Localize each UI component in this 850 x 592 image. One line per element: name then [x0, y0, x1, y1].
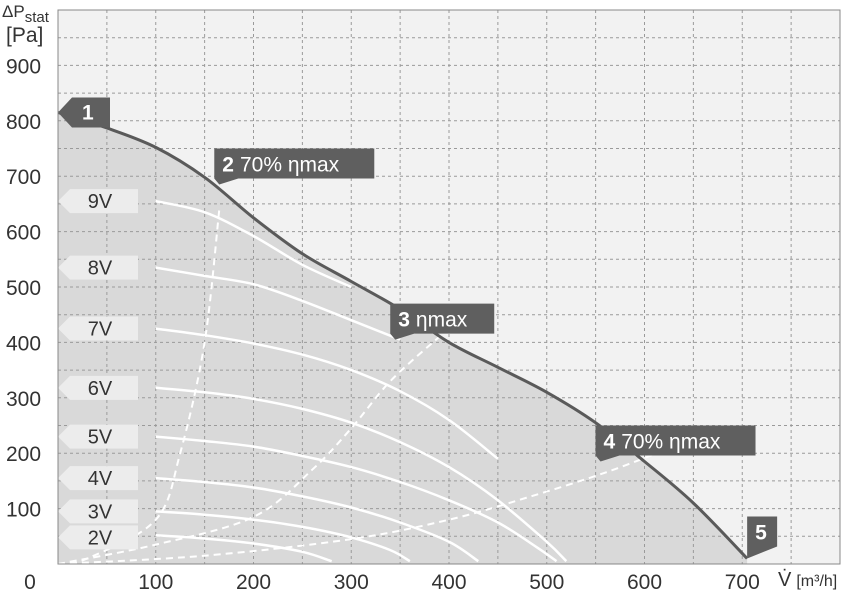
x-tick-label: 200 — [236, 571, 271, 592]
y-tick-label: 900 — [6, 55, 41, 78]
voltage-tag-label: 6V — [88, 378, 113, 400]
efficiency-line-3 — [57, 449, 665, 565]
y-tick-label: 100 — [6, 499, 41, 522]
y-tick-label: 800 — [6, 111, 41, 134]
x-axis-unit: [m³/h] — [796, 573, 837, 590]
y-tick-label: 600 — [6, 222, 41, 245]
voltage-tag-shape — [58, 466, 138, 491]
operating-point-flag — [747, 516, 778, 559]
x-tick-label: 700 — [725, 571, 760, 592]
voltage-tag-label: 5V — [88, 427, 113, 449]
operating-point-description: 70% ηmax — [621, 431, 721, 454]
voltage-tag-shape — [58, 499, 138, 524]
operating-point-3: 3 ηmax — [390, 303, 495, 340]
x-axis-symbol: V̇ — [778, 569, 792, 591]
voltage-tag-label: 8V — [88, 258, 113, 280]
voltage-tag-shape — [58, 189, 138, 214]
voltage-tag-3v: 3V — [58, 499, 138, 524]
voltage-tag-2v: 2V — [58, 525, 138, 550]
voltage-tag-shape — [58, 375, 138, 400]
voltage-tag-9v: 9V — [58, 189, 138, 214]
plot-frame — [57, 9, 841, 565]
y-axis-unit: [Pa] — [6, 24, 43, 47]
operating-point-label: 5 — [755, 521, 767, 544]
operating-point-number: 3 — [398, 309, 410, 332]
operating-point-1: 1 — [58, 97, 110, 128]
efficiency-lines — [57, 209, 665, 565]
voltage-curve-4v — [155, 476, 480, 563]
operating-point-label: 2 70% ηmax — [222, 154, 339, 177]
x-tick-label: 600 — [627, 571, 662, 592]
operating-point-2: 2 70% ηmax — [214, 148, 375, 185]
voltage-tag-shape — [58, 424, 138, 449]
x-tick-labels: 100 200 300 400 500 600 700 — [138, 571, 760, 592]
y-axis-title: ΔPstat — [2, 2, 50, 26]
operating-point-number: 4 — [604, 431, 616, 454]
operating-point-flag — [390, 303, 495, 340]
operating-point-5: 5 — [747, 516, 778, 559]
operating-point-label: 3 ηmax — [398, 309, 468, 332]
voltage-tag-shape — [58, 316, 138, 341]
operating-point-description: 70% ηmax — [240, 154, 340, 177]
operating-point-flag — [214, 148, 375, 185]
x-tick-label: 300 — [334, 571, 369, 592]
voltage-tag-shape — [58, 255, 138, 280]
voltage-curve-8v — [155, 266, 401, 341]
operating-region — [58, 112, 748, 564]
voltage-tag-8v: 8V — [58, 255, 138, 280]
voltage-tags: 9V 8V 7V 6V 5V 4V 3V 2V — [58, 189, 138, 550]
voltage-tag-5v: 5V — [58, 424, 138, 449]
voltage-tag-7v: 7V — [58, 316, 138, 341]
x-tick-label: 400 — [431, 571, 466, 592]
x-tick-label: 500 — [529, 571, 564, 592]
voltage-tag-label: 4V — [88, 468, 113, 490]
voltage-tag-6v: 6V — [58, 375, 138, 400]
grid — [58, 10, 840, 564]
efficiency-line-2 — [57, 336, 440, 565]
y-axis-subscript: stat — [25, 9, 50, 26]
operating-point-flag — [58, 97, 110, 128]
operating-point-4: 4 70% ηmax — [595, 425, 756, 462]
origin-label: 0 — [24, 571, 36, 592]
voltage-tag-label: 3V — [88, 501, 113, 523]
voltage-curve-7v — [155, 327, 499, 460]
x-tick-label: 100 — [138, 571, 173, 592]
voltage-tag-label: 9V — [88, 191, 113, 213]
voltage-tag-shape — [58, 525, 138, 550]
y-tick-label: 200 — [6, 443, 41, 466]
y-tick-label: 400 — [6, 332, 41, 355]
voltage-tag-label: 2V — [88, 527, 113, 549]
operating-point-label: 4 70% ηmax — [604, 431, 721, 454]
voltage-curve-9v — [155, 199, 352, 289]
operating-point-flag — [595, 425, 756, 462]
voltage-curves — [155, 199, 568, 563]
y-axis-symbol: ΔP — [2, 2, 25, 21]
voltage-tag-4v: 4V — [58, 466, 138, 491]
voltage-curve-3v — [155, 510, 411, 563]
y-tick-label: 500 — [6, 277, 41, 300]
voltage-curve-5v — [155, 435, 558, 563]
y-tick-label: 300 — [6, 388, 41, 411]
y-tick-labels: 100 200 300 400 500 600 700 800 900 — [6, 55, 41, 521]
operating-point-number: 5 — [755, 521, 767, 544]
operating-point-number: 1 — [82, 101, 94, 124]
y-tick-label: 700 — [6, 166, 41, 189]
operating-region-fill — [58, 112, 748, 564]
operating-point-description: ηmax — [416, 309, 468, 332]
voltage-curve-6v — [155, 386, 568, 563]
operating-point-number: 2 — [222, 154, 234, 177]
operating-point-label: 1 — [82, 101, 94, 124]
voltage-tag-label: 7V — [88, 319, 113, 341]
x-axis-title: V̇ [m³/h] — [778, 569, 837, 591]
